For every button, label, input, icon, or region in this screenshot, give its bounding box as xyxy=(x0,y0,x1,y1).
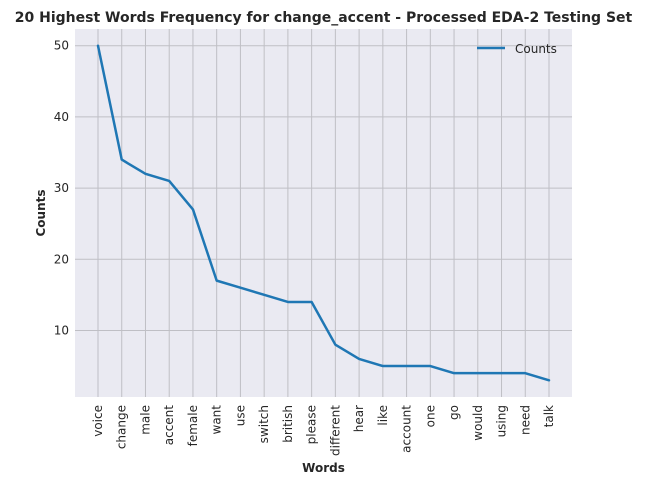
legend-label: Counts xyxy=(515,42,557,56)
x-tick-label: need xyxy=(518,405,532,435)
y-axis-ticks: 10 20 30 40 50 xyxy=(54,39,69,338)
x-tick-label: would xyxy=(471,405,485,441)
grid-lines xyxy=(75,29,572,397)
x-tick-label: british xyxy=(281,405,295,443)
x-tick-label: change xyxy=(115,405,129,449)
x-tick-label: accent xyxy=(162,405,176,446)
series-line-counts xyxy=(96,44,551,382)
legend: Counts xyxy=(477,42,557,56)
y-tick-label: 30 xyxy=(54,181,69,195)
x-tick-label: different xyxy=(328,405,342,456)
x-tick-label: voice xyxy=(91,405,105,437)
x-tick-label: male xyxy=(138,405,152,435)
x-tick-label: want xyxy=(210,405,224,435)
x-tick-label: one xyxy=(423,405,437,427)
y-tick-label: 50 xyxy=(54,39,69,53)
x-tick-label: talk xyxy=(542,405,556,427)
series-layer xyxy=(96,44,551,382)
x-tick-label: go xyxy=(447,405,461,420)
plot-area xyxy=(75,29,572,397)
x-tick-label: use xyxy=(233,405,247,426)
x-tick-label: like xyxy=(376,405,390,426)
x-tick-label: hear xyxy=(352,405,366,432)
y-tick-label: 40 xyxy=(54,110,69,124)
x-tick-label: please xyxy=(305,405,319,444)
chart-title: 20 Highest Words Frequency for change_ac… xyxy=(15,10,633,26)
x-axis-label: Words xyxy=(302,461,345,475)
x-tick-label: account xyxy=(400,405,414,453)
x-tick-label: switch xyxy=(257,405,271,443)
y-tick-label: 10 xyxy=(54,323,69,337)
x-axis-ticks: voice change male accent female want use switch… xyxy=(91,405,556,456)
y-tick-label: 20 xyxy=(54,252,69,266)
y-axis-label: Counts xyxy=(34,189,48,236)
x-tick-label: female xyxy=(186,405,200,446)
x-tick-label: using xyxy=(495,405,509,437)
